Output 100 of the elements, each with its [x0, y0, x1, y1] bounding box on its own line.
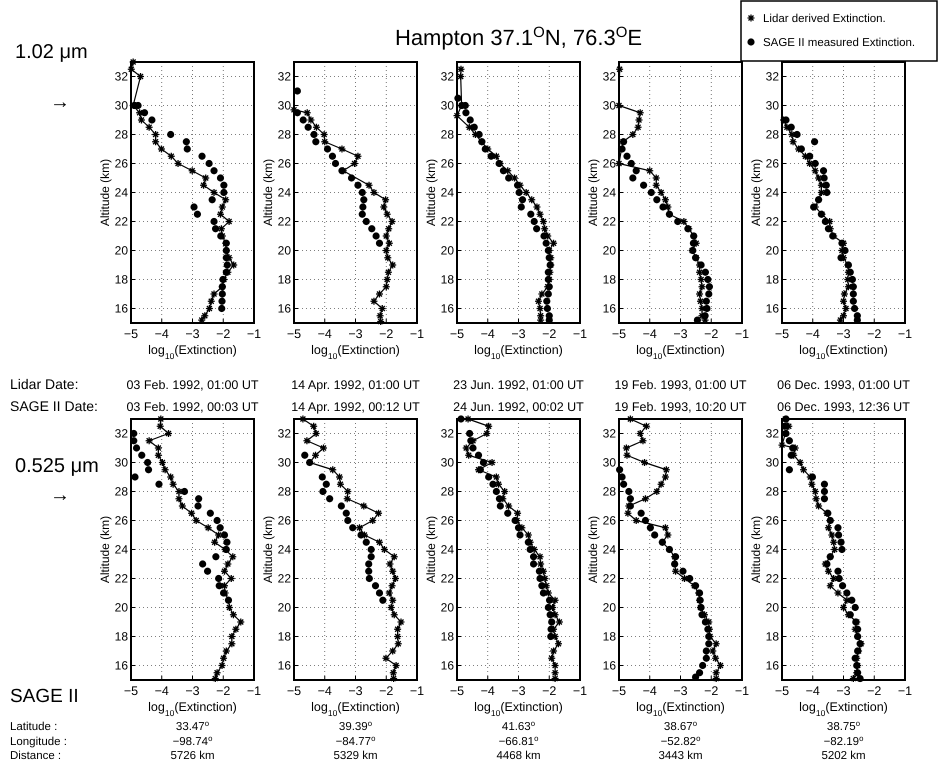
chart-title: Hampton 37.1$^{O}$N, 76.3$^{O}$E	[394, 24, 642, 50]
y-tick-label: 22	[278, 214, 292, 228]
text: →	[50, 91, 70, 113]
y-tick-label: 30	[602, 456, 616, 470]
x-tick-label: −3	[836, 327, 851, 341]
x-tick-label: −1	[898, 684, 912, 698]
x-tick-label: −5	[774, 684, 790, 698]
y-tick-label: 30	[278, 456, 292, 470]
y-tick-label: 28	[278, 128, 292, 142]
x-tick-label: −2	[379, 684, 394, 698]
x-tick-label: −1	[410, 327, 424, 341]
y-tick-label: 32	[766, 70, 780, 84]
y-tick-label: 30	[278, 98, 292, 112]
x-tick-label: −2	[379, 327, 394, 341]
x-tick-label: −4	[154, 327, 169, 341]
text: −52.82$^{o}$	[660, 734, 702, 748]
y-tick-label: 18	[278, 272, 292, 286]
y-tick-label: 20	[278, 244, 292, 258]
x-tick-label: −3	[185, 327, 200, 341]
y-tick-label: 26	[602, 514, 616, 528]
y-tick-label: 26	[278, 514, 292, 528]
text: 19 Feb. 1993, 10:20 UT	[614, 400, 747, 414]
text: 5329 km	[333, 750, 378, 762]
y-tick-label: 18	[114, 272, 128, 286]
y-tick-label: 28	[766, 128, 780, 142]
text: →	[50, 484, 70, 506]
y-tick-label: 26	[766, 514, 780, 528]
x-axis-title: log$_{10}$(Extinction)	[311, 700, 400, 718]
x-tick-label: −5	[124, 684, 138, 698]
y-tick-label: 22	[114, 214, 128, 228]
text: 14 Apr. 1992, 01:00 UT	[291, 378, 420, 392]
text: −98.74$^{o}$	[172, 734, 214, 748]
y-tick-label: 22	[602, 214, 616, 228]
y-tick-label: 26	[278, 156, 292, 170]
y-tick-label: 20	[602, 244, 616, 258]
x-tick-label: −5	[612, 684, 626, 698]
x-tick-label: −2	[867, 327, 882, 341]
x-tick-label: −2	[216, 684, 230, 698]
text: 1.02 μm	[15, 41, 88, 63]
text: SAGE II Date:	[10, 398, 98, 414]
x-tick-label: −5	[450, 327, 464, 341]
y-tick-label: 16	[114, 658, 128, 672]
y-tick-label: 20	[766, 244, 780, 258]
x-axis-title: log$_{10}$(Extinction)	[636, 343, 725, 361]
text: Lidar Date:	[10, 376, 78, 392]
y-tick-label: 30	[602, 98, 616, 112]
y-tick-label: 28	[440, 128, 454, 142]
y-tick-label: 28	[602, 484, 616, 498]
x-tick-label: −3	[511, 327, 526, 341]
y-tick-label: 22	[766, 214, 780, 228]
y-tick-label: 18	[766, 272, 780, 286]
y-tick-label: 28	[440, 484, 454, 498]
y-axis-title: Altitude (km)	[98, 516, 112, 584]
y-tick-label: 18	[766, 630, 780, 644]
y-tick-label: 18	[114, 630, 128, 644]
x-tick-label: −2	[216, 327, 230, 341]
text: 23 Jun. 1992, 01:00 UT	[453, 378, 584, 392]
y-axis-title: Altitude (km)	[586, 516, 600, 584]
x-tick-label: −4	[806, 327, 820, 341]
legend-label: SAGE II measured Extinction.	[763, 37, 916, 49]
x-tick-label: −1	[572, 327, 588, 341]
y-tick-label: 24	[278, 542, 292, 556]
text: 03 Feb. 1992, 00:03 UT	[126, 400, 259, 414]
text: 4468 km	[496, 750, 541, 762]
text: SAGE II	[10, 686, 79, 707]
y-tick-label: 32	[114, 426, 128, 440]
text: 41.63$^{o}$	[502, 718, 536, 733]
y-tick-label: 24	[602, 186, 616, 200]
y-tick-label: 26	[440, 514, 454, 528]
y-tick-label: 32	[766, 426, 780, 440]
y-axis-title: Altitude (km)	[424, 516, 438, 584]
y-tick-label: 30	[440, 456, 454, 470]
x-tick-label: −2	[867, 684, 882, 698]
x-tick-label: −4	[480, 327, 495, 341]
y-tick-label: 32	[440, 70, 454, 84]
text: 14 Apr. 1992, 00:12 UT	[291, 400, 420, 414]
y-tick-label: 24	[440, 542, 454, 556]
x-tick-label: −1	[734, 327, 750, 341]
y-axis-title: Altitude (km)	[261, 516, 275, 584]
x-tick-label: −3	[348, 327, 363, 341]
text: Latitude :	[10, 721, 58, 733]
y-tick-label: 18	[602, 630, 616, 644]
text: −84.77$^{o}$	[336, 734, 376, 748]
y-tick-label: 22	[440, 572, 454, 586]
x-tick-label: −4	[642, 327, 657, 341]
text: 3443 km	[658, 750, 703, 762]
y-tick-label: 26	[440, 156, 454, 170]
y-tick-label: 30	[114, 98, 128, 112]
x-tick-label: −5	[450, 684, 464, 698]
x-tick-label: −2	[542, 684, 556, 698]
y-tick-label: 28	[114, 128, 128, 142]
y-tick-label: 16	[766, 658, 780, 672]
y-tick-label: 30	[766, 98, 780, 112]
y-tick-label: 16	[278, 658, 292, 672]
y-tick-label: 22	[440, 214, 454, 228]
y-tick-label: 22	[278, 572, 292, 586]
y-tick-label: 32	[602, 70, 616, 84]
x-axis-title: log$_{10}$(Extinction)	[148, 700, 237, 718]
y-tick-label: 24	[602, 542, 616, 556]
y-tick-label: 16	[440, 302, 454, 316]
